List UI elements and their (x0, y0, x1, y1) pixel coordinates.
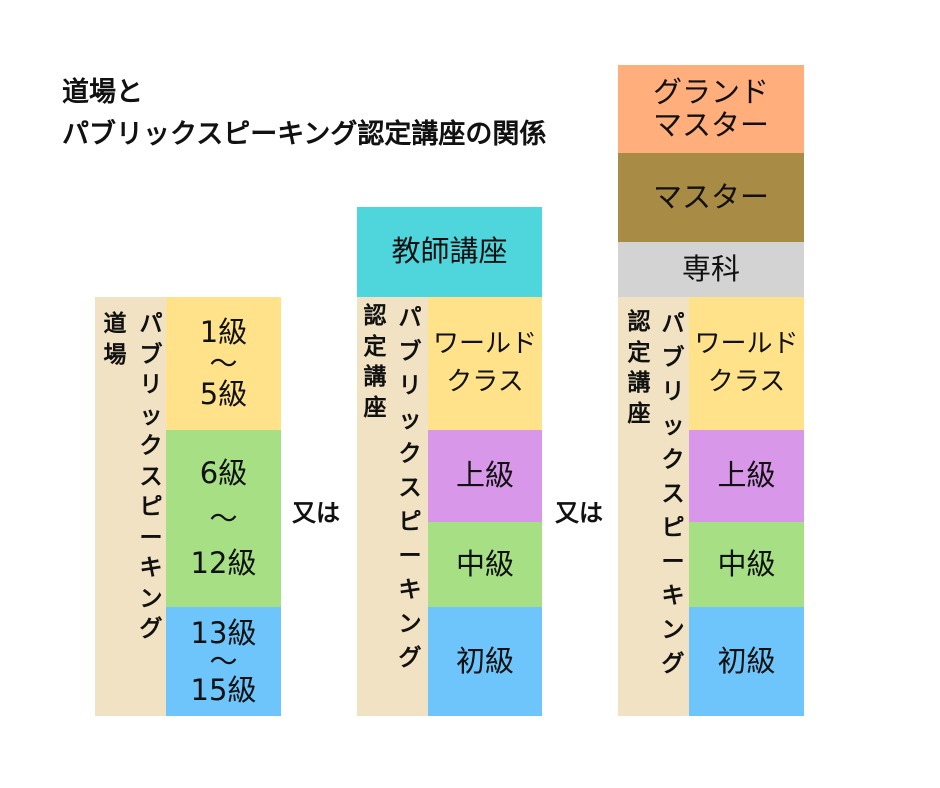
col3-inner-char: ブ (661, 345, 685, 371)
beginner-label: 初級 (455, 643, 514, 678)
col2-inner-char: キ (398, 577, 422, 603)
col1-rank-13-15: 13級 〜 15級 (166, 607, 281, 716)
rank-end: 15級 (190, 672, 257, 707)
or-label-1: 又は (292, 499, 340, 527)
col1-outer-char: 場 (103, 341, 127, 368)
col3-beginner: 初級 (689, 607, 804, 716)
col3-senka: 専科 (618, 242, 804, 297)
col3-inner-char: リ (661, 379, 685, 405)
col2-label-outer: 認 定 講 座 (360, 297, 390, 716)
world-class-line-2: クラス (446, 366, 524, 397)
beginner-label: 初級 (717, 643, 776, 678)
col2-outer-char: 座 (363, 394, 387, 421)
col2-inner-char: ン (398, 611, 422, 637)
col2-beginner: 初級 (428, 607, 542, 716)
rank-end: 5級 (199, 376, 248, 411)
col3-inner-char: ー (661, 549, 685, 575)
col2-inner-char: ブ (398, 339, 422, 365)
senka-label: 専科 (681, 251, 740, 286)
rank-end: 12級 (190, 545, 257, 580)
col2-label-bg (357, 297, 428, 716)
col1-label-bg (95, 297, 166, 716)
col2-inner-char: ス (398, 475, 422, 501)
col2-inner-char: グ (398, 645, 422, 671)
col3-inner-char: ス (661, 481, 685, 507)
col3-grand-master: グランド マスター (618, 65, 804, 153)
col2-outer-char: 認 (363, 303, 387, 329)
col1-inner-char: リ (139, 372, 163, 398)
rank-start: 1級 (199, 315, 248, 350)
col2-inner-char: ピ (398, 509, 422, 535)
col3-inner-char: ク (661, 447, 685, 473)
col3-outer-char: 定 (627, 339, 651, 366)
col3-inner-char: ピ (661, 515, 685, 541)
col1-rank-1-5: 1級 〜 5級 (166, 297, 281, 430)
col1-inner-char: ク (139, 433, 163, 459)
range-tilde: 〜 (209, 501, 238, 535)
diagram-title: 道場と パブリックスピーキング認定講座の関係 (62, 72, 546, 156)
col1-inner-char: グ (139, 616, 163, 642)
col1-inner-char: ブ (139, 341, 163, 368)
col1-outer-char: 道 (103, 311, 127, 337)
range-tilde: 〜 (209, 346, 238, 380)
col3-label-bg (618, 297, 689, 716)
col3-inner-char: グ (661, 651, 685, 677)
title-line-2: パブリックスピーキング認定講座の関係 (62, 119, 547, 150)
col3-outer-char: 講 (627, 370, 651, 396)
col3-master: マスター (618, 153, 804, 242)
col2-inner-char: リ (398, 373, 422, 399)
col2-label-inner: パ ブ リ ッ ク ス ピ ー キ ン グ (395, 297, 425, 716)
grand-master-line-1: グランド (652, 74, 769, 109)
col1-inner-char: ン (139, 585, 163, 612)
col1-inner-char: ー (139, 524, 163, 551)
col2-world-class: ワールド クラス (428, 297, 542, 430)
col2-inner-char: パ (398, 305, 422, 331)
world-class-line-2: クラス (707, 366, 786, 397)
master-label: マスター (652, 179, 769, 214)
col3-outer-char: 座 (627, 400, 651, 427)
title-line-1: 道場と (62, 77, 143, 108)
col1-inner-char: ピ (139, 494, 163, 520)
rank-start: 6級 (199, 456, 248, 491)
col2-outer-char: 講 (363, 364, 387, 390)
advanced-label: 上級 (717, 458, 776, 493)
intermediate-label: 中級 (717, 546, 776, 581)
col3-label-outer: 認 定 講 座 (624, 297, 654, 716)
col3-advanced: 上級 (689, 430, 804, 522)
advanced-label: 上級 (455, 458, 514, 493)
col3-intermediate: 中級 (689, 522, 804, 607)
col3-inner-char: ッ (661, 413, 685, 439)
col2-intermediate: 中級 (428, 522, 542, 607)
range-tilde: 〜 (209, 644, 238, 678)
col1-inner-char: キ (139, 555, 163, 581)
col2-outer-char: 定 (363, 333, 387, 360)
col1-label-outer: 道 場 (100, 297, 130, 716)
col2-inner-char: ー (398, 543, 422, 569)
col3-world-class: ワールド クラス (689, 297, 804, 430)
or-label-2: 又は (555, 499, 603, 527)
world-class-line-1: ワールド (694, 328, 799, 359)
col2-teacher-course: 教師講座 (357, 207, 542, 297)
col3-inner-char: キ (661, 583, 685, 609)
col3-label-inner: パ ブ リ ッ ク ス ピ ー キ ン グ (658, 297, 688, 716)
col3-inner-char: パ (661, 311, 685, 337)
col3-inner-char: ン (661, 617, 685, 643)
world-class-line-1: ワールド (432, 328, 537, 359)
col1-label-inner: パ ブ リ ッ ク ス ピ ー キ ン グ (136, 297, 166, 716)
col2-advanced: 上級 (428, 430, 542, 522)
teacher-course-label: 教師講座 (391, 234, 508, 269)
col1-inner-char: ッ (139, 402, 163, 429)
col1-inner-char: パ (139, 311, 163, 337)
col2-inner-char: ク (398, 441, 422, 467)
col1-inner-char: ス (139, 463, 163, 490)
grand-master-line-2: マスター (652, 108, 769, 142)
rank-start: 13級 (190, 615, 257, 650)
col1-rank-6-12: 6級 〜 12級 (166, 430, 281, 607)
intermediate-label: 中級 (455, 546, 514, 581)
col2-inner-char: ッ (398, 407, 422, 433)
col3-outer-char: 認 (627, 309, 651, 335)
